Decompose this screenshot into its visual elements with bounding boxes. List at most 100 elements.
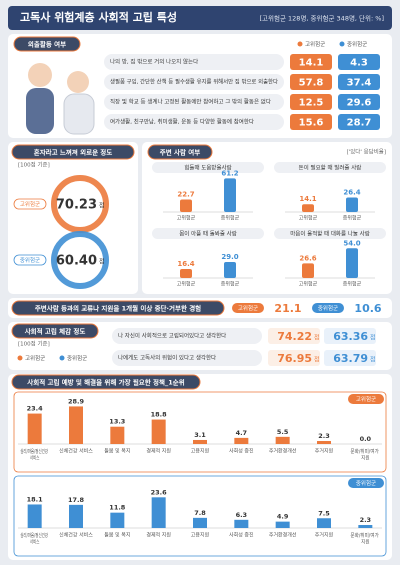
- bar: [234, 437, 249, 444]
- value-box: [290, 54, 332, 70]
- bar: [317, 518, 331, 528]
- value-bg: [324, 350, 376, 366]
- x-tick-label: 주거지원: [315, 532, 334, 539]
- title-bar: [8, 6, 392, 30]
- row-bg: [112, 350, 262, 366]
- note: [100점 기준]: [18, 161, 50, 169]
- value-box: [290, 94, 332, 110]
- legend-label: 고위험군: [25, 354, 45, 362]
- value-box: [338, 94, 380, 110]
- group-tag: [312, 303, 344, 313]
- value-box: [338, 54, 380, 70]
- section-pill: [11, 374, 201, 390]
- bar: [27, 413, 42, 444]
- score-unit: 점: [99, 203, 105, 210]
- title: 고독사 위험계층 사회적 고립 특성: [20, 10, 177, 24]
- bar: [224, 262, 236, 278]
- value-label: 15.6: [299, 118, 324, 129]
- panel-tag: [348, 478, 384, 488]
- bar-value: 61.2: [221, 169, 238, 177]
- value-box: [290, 74, 332, 90]
- bar-value: 7.8: [194, 509, 206, 517]
- bar: [358, 525, 373, 528]
- x-tick-label: 심리/마음/정신건강 서비스: [20, 448, 49, 462]
- section-title: 주변 사람 여부: [160, 148, 200, 157]
- chart-title: 마음이 울적할 때 대화를 나눌 사람: [290, 230, 370, 238]
- bar-value: 13.3: [109, 418, 125, 426]
- value-label: 76.95: [277, 352, 312, 365]
- bar: [27, 504, 42, 528]
- bar-category: 중위험군: [221, 215, 240, 222]
- legend-dot: [17, 355, 23, 361]
- legend-dot: [59, 355, 65, 361]
- bar: [151, 419, 166, 444]
- value-unit: 점: [370, 357, 376, 364]
- bar-value: 7.5: [318, 509, 330, 517]
- value-label: 10.6: [354, 302, 381, 315]
- bar-category: 고위험군: [299, 215, 318, 222]
- bar-value: 3.1: [194, 431, 206, 439]
- bar-value: 18.8: [151, 411, 168, 419]
- row-label: 생필품 구입, 간단한 산책 등 필수생활 유지를 위해서만 집 밖으로 외출한…: [110, 78, 278, 86]
- panel: [13, 391, 387, 473]
- row-bg: [112, 328, 262, 344]
- section-title: 사회적 고립 체감 정도: [25, 327, 86, 336]
- legend-dot: [339, 41, 345, 47]
- x-tick-label: 고용지원: [191, 448, 210, 455]
- value-label: 63.36: [333, 330, 368, 343]
- row-bg: [104, 114, 284, 130]
- section-title: 사회적 고립 예방 및 해결을 위해 가장 필요한 정책_1순위: [27, 378, 184, 387]
- bar-value: 22.7: [177, 191, 194, 199]
- ring-inner: [60, 184, 100, 224]
- value-unit: 점: [370, 335, 376, 342]
- x-tick-label: 사회성 증진: [229, 532, 254, 539]
- row-label: 나의 방, 집 밖으로 거의 나오지 않는다: [110, 58, 198, 66]
- bar-category: 중위험군: [221, 281, 240, 288]
- row-bg: [104, 54, 284, 70]
- legend-label: 중위험군: [356, 479, 376, 487]
- x-tick-label: 주거환경개선: [269, 532, 297, 539]
- section-title: 혼자라고 느껴져 외로운 정도: [34, 148, 113, 157]
- bar-value: 16.4: [177, 260, 194, 268]
- legend-dot: [297, 41, 303, 47]
- chart-title-bg: [152, 228, 264, 239]
- bar: [193, 517, 207, 528]
- value-box: [338, 114, 380, 130]
- value-label: 29.6: [347, 98, 372, 109]
- group-tag-label: 고위험군: [238, 304, 258, 312]
- score-unit: 점: [99, 259, 105, 266]
- row-label: 나에게도 고독사의 위험이 있다고 생각한다: [118, 354, 216, 362]
- value-label: 63.79: [333, 352, 368, 365]
- x-tick-label: 문화/취미/여가 지원: [350, 448, 380, 462]
- section-pill: [11, 300, 225, 316]
- bar-value: 23.4: [27, 405, 44, 413]
- group-tag: [232, 303, 264, 313]
- row-label: 여가생활, 친구만남, 취미생활, 운동 등 다양한 활동에 참여한다: [110, 118, 254, 126]
- x-tick-label: 주거환경개선: [269, 448, 297, 455]
- bar: [275, 521, 290, 528]
- ring-inner: [60, 240, 100, 280]
- ring: [51, 175, 109, 233]
- x-tick-label: 경제적 지원: [146, 532, 171, 539]
- value-label: 37.4: [347, 78, 372, 89]
- bar: [193, 439, 207, 444]
- bar: [346, 248, 358, 278]
- x-tick-label: 돌봄 및 복지: [104, 448, 130, 455]
- group-tag-label: 중위험군: [20, 256, 40, 264]
- chart-title-bg: [274, 228, 386, 239]
- section-title: 주변사람 등과의 교류나 지원을 1개월 이상 중단·거부한 경험: [35, 304, 201, 313]
- x-tick-label: 신체건강 서비스: [59, 448, 93, 455]
- bar: [180, 199, 192, 212]
- bar-value: 23.6: [151, 488, 168, 496]
- legend-label: 고위험군: [305, 40, 325, 48]
- bar-category: 고위험군: [299, 281, 318, 288]
- bar-value: 29.0: [221, 253, 238, 261]
- x-tick-label: 고용지원: [191, 532, 210, 539]
- bar-value: 26.4: [343, 188, 360, 196]
- x-tick-label: 문화/취미/여가 지원: [350, 532, 380, 546]
- bar-value: 2.3: [360, 516, 372, 524]
- value-box: [338, 74, 380, 90]
- bar: [69, 504, 83, 528]
